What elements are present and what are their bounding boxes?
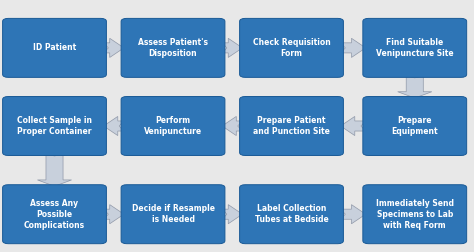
FancyBboxPatch shape — [3, 185, 106, 244]
FancyBboxPatch shape — [363, 185, 466, 244]
FancyBboxPatch shape — [239, 18, 343, 77]
FancyBboxPatch shape — [363, 97, 466, 155]
Polygon shape — [222, 38, 242, 57]
Polygon shape — [104, 116, 124, 136]
Polygon shape — [37, 154, 72, 186]
FancyBboxPatch shape — [121, 185, 225, 244]
FancyBboxPatch shape — [121, 18, 225, 77]
Text: Perform
Venipuncture: Perform Venipuncture — [144, 116, 202, 136]
Text: Immediately Send
Specimens to Lab
with Req Form: Immediately Send Specimens to Lab with R… — [376, 199, 454, 230]
FancyBboxPatch shape — [239, 97, 343, 155]
Text: Label Collection
Tubes at Bedside: Label Collection Tubes at Bedside — [255, 204, 328, 224]
Polygon shape — [398, 76, 432, 98]
Text: Decide if Resample
is Needed: Decide if Resample is Needed — [131, 204, 215, 224]
Text: Assess Patient's
Disposition: Assess Patient's Disposition — [138, 38, 208, 58]
Polygon shape — [104, 205, 124, 224]
Polygon shape — [222, 116, 242, 136]
Polygon shape — [222, 205, 242, 224]
Text: Find Suitable
Venipuncture Site: Find Suitable Venipuncture Site — [376, 38, 454, 58]
Polygon shape — [340, 38, 365, 57]
FancyBboxPatch shape — [239, 185, 343, 244]
Text: Prepare
Equipment: Prepare Equipment — [392, 116, 438, 136]
Text: Assess Any
Possible
Complications: Assess Any Possible Complications — [24, 199, 85, 230]
FancyBboxPatch shape — [363, 18, 466, 77]
Text: Check Requisition
Form: Check Requisition Form — [253, 38, 330, 58]
Polygon shape — [340, 116, 365, 136]
Text: Prepare Patient
and Punction Site: Prepare Patient and Punction Site — [253, 116, 330, 136]
FancyBboxPatch shape — [3, 18, 106, 77]
Text: ID Patient: ID Patient — [33, 43, 76, 52]
FancyBboxPatch shape — [121, 97, 225, 155]
FancyBboxPatch shape — [3, 97, 106, 155]
Polygon shape — [340, 205, 365, 224]
Text: Collect Sample in
Proper Container: Collect Sample in Proper Container — [17, 116, 92, 136]
Polygon shape — [104, 38, 124, 57]
